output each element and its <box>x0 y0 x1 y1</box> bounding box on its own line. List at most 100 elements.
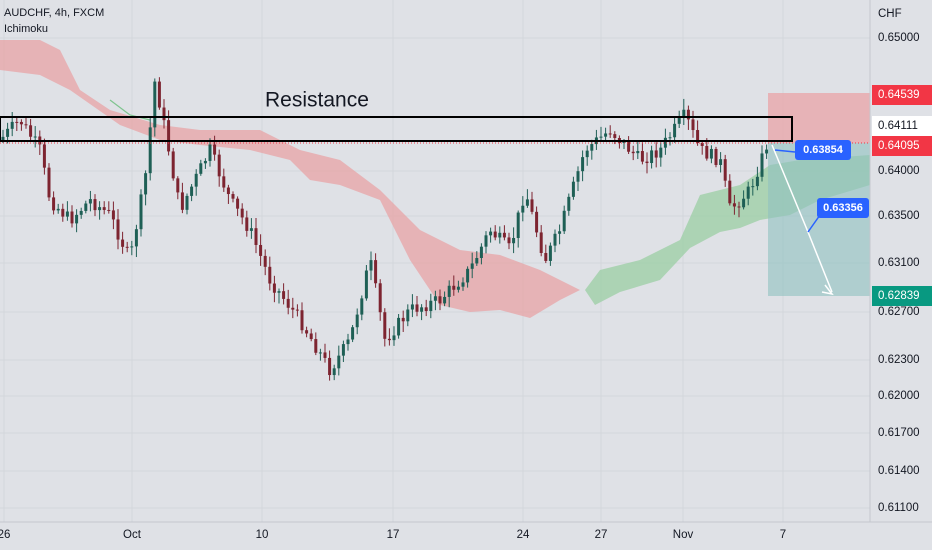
price-label: 0.61100 <box>878 502 919 514</box>
candle-body <box>355 314 359 328</box>
candle-body <box>157 81 161 108</box>
candle-body <box>153 81 157 128</box>
price-label: 0.65000 <box>878 32 920 44</box>
annotation: Resistance <box>265 89 369 112</box>
candle-body <box>185 195 189 210</box>
target-price: 0.62839 <box>878 290 920 302</box>
candle-body <box>581 157 585 172</box>
candle-body <box>102 207 106 210</box>
candles <box>1 77 769 381</box>
candle-body <box>190 186 194 196</box>
candle-body <box>254 228 258 245</box>
last-badge <box>872 116 932 136</box>
time-label: Nov <box>673 529 694 541</box>
candle-body <box>107 209 111 211</box>
candle-body <box>604 133 608 137</box>
candle-body <box>682 109 686 118</box>
price-label: 0.64000 <box>878 165 920 177</box>
entry-price: 0.64095 <box>878 140 920 152</box>
candle-body <box>443 296 447 304</box>
candle-body <box>98 207 102 211</box>
candle-body <box>387 338 391 341</box>
candle-body <box>139 194 143 230</box>
candle-body <box>263 255 267 267</box>
candle-body <box>567 196 571 211</box>
indicator: Ichimoku <box>4 23 48 35</box>
candle-body <box>24 124 28 126</box>
candle-body <box>613 134 617 138</box>
candle-body <box>93 199 97 211</box>
candle-body <box>47 167 51 198</box>
candle-body <box>305 330 309 334</box>
candle-body <box>728 180 732 204</box>
symbol: AUDCHF, 4h, FXCM <box>4 7 104 19</box>
cloud-red <box>0 40 580 318</box>
candle-body <box>29 125 33 137</box>
candle-body <box>268 266 272 284</box>
candle-body <box>553 233 557 246</box>
candle-body <box>144 173 148 195</box>
candle-body <box>33 136 37 138</box>
candle-body <box>723 159 727 181</box>
candle-body <box>535 211 539 233</box>
candle-body <box>88 199 92 204</box>
candle-body <box>484 235 488 247</box>
candle-body <box>516 212 520 238</box>
candle-body <box>466 268 470 283</box>
candle-body <box>84 203 88 211</box>
candle-body <box>709 148 713 159</box>
ichimoku-line <box>109 99 151 121</box>
candle-body <box>590 144 594 151</box>
candle-body <box>176 178 180 193</box>
candle-body <box>213 144 217 155</box>
candle-body <box>318 352 322 354</box>
candle-body <box>765 149 769 154</box>
target-zone <box>768 143 870 296</box>
candle-body <box>700 142 704 146</box>
candle-body <box>498 232 502 238</box>
candle-body <box>686 109 690 120</box>
candle-body <box>194 173 198 187</box>
candle-body <box>447 285 451 297</box>
candle-body <box>70 211 74 224</box>
candle-body <box>521 205 525 213</box>
candle-body <box>562 210 566 232</box>
candle-body <box>502 232 506 238</box>
last-price: 0.64111 <box>878 120 918 132</box>
candle-body <box>341 344 345 356</box>
candle-body <box>249 228 253 231</box>
price-label: 0.61700 <box>878 427 920 439</box>
candle-body <box>222 176 226 188</box>
candle-body <box>645 161 649 164</box>
candle-body <box>659 147 663 158</box>
candle-body <box>696 130 700 143</box>
candle-body <box>525 199 529 206</box>
candle-body <box>433 296 437 301</box>
candle-body <box>240 208 244 218</box>
time-label: 7 <box>780 529 786 541</box>
candle-body <box>286 298 290 308</box>
candle-body <box>19 121 23 125</box>
candle-body <box>663 137 667 148</box>
candle-body <box>461 282 465 287</box>
candle-body <box>378 283 382 313</box>
candle-body <box>737 206 741 208</box>
grid <box>0 0 870 522</box>
candle-body <box>226 187 230 195</box>
candle-body <box>668 137 672 139</box>
candle-body <box>6 128 10 137</box>
candle-body <box>489 231 493 236</box>
candle-body <box>760 153 764 177</box>
time-label: Oct <box>123 529 142 541</box>
candle-body <box>1 136 5 140</box>
candle-body <box>364 270 368 299</box>
price-label: 0.63100 <box>878 257 920 269</box>
candle-body <box>148 127 152 174</box>
arrow-head <box>821 284 834 296</box>
candle-body <box>755 176 759 187</box>
candle-body <box>512 237 516 244</box>
candle-body <box>691 119 695 131</box>
candle-body <box>438 296 442 304</box>
candle-body <box>585 150 589 158</box>
candle-body <box>631 151 635 154</box>
